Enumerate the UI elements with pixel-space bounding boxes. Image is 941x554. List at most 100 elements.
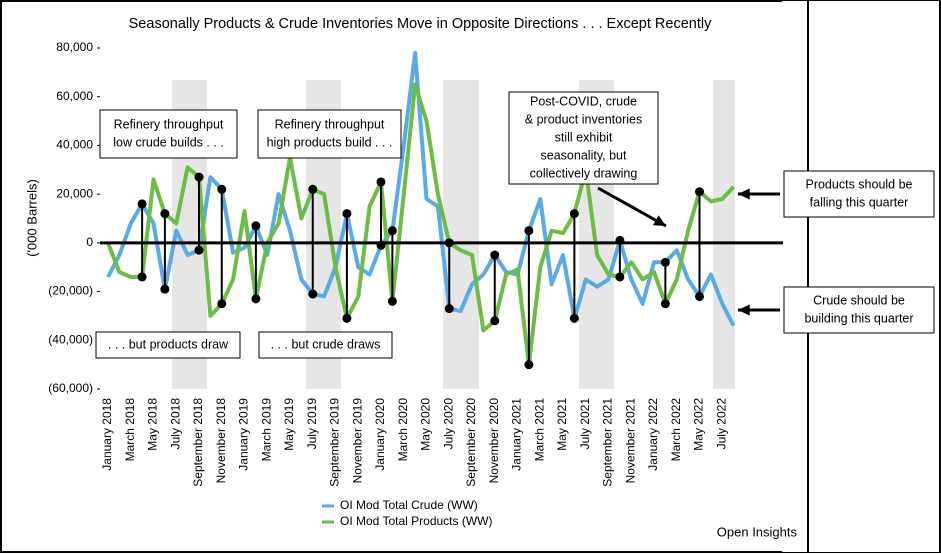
x-tick-label: May 2022 bbox=[692, 398, 706, 451]
x-tick-label: September 2019 bbox=[328, 398, 342, 487]
x-tick-label: September 2020 bbox=[464, 398, 478, 487]
y-tick-label: 80,000 bbox=[56, 40, 93, 54]
point bbox=[137, 272, 147, 282]
point bbox=[695, 291, 704, 301]
annotation-box bbox=[783, 286, 935, 334]
point bbox=[444, 238, 454, 248]
arrow bbox=[597, 186, 667, 228]
annotation-text: Crude should be bbox=[813, 293, 905, 307]
point bbox=[660, 257, 670, 267]
annotation-box bbox=[258, 331, 393, 359]
x-tick-label: July 2021 bbox=[578, 398, 592, 450]
annotation-box bbox=[508, 91, 659, 185]
point bbox=[194, 245, 204, 255]
series-line bbox=[106, 82, 736, 367]
source: Open Insights bbox=[717, 524, 798, 539]
point bbox=[387, 296, 397, 306]
annotation-box bbox=[95, 331, 241, 359]
point bbox=[615, 235, 625, 245]
point bbox=[137, 199, 147, 209]
y-axis-label: ('000 Barrels) bbox=[24, 179, 39, 257]
point bbox=[194, 172, 204, 182]
legend-label: OI Mod Total Crude (WW) bbox=[340, 498, 478, 512]
x-tick-label: May 2021 bbox=[555, 398, 569, 451]
y-tick-label: (40,000) bbox=[48, 332, 93, 346]
point bbox=[342, 313, 352, 323]
point bbox=[160, 209, 170, 219]
annotation-text: & product inventories bbox=[525, 112, 642, 126]
annotation-text: seasonality, but bbox=[541, 148, 627, 162]
point bbox=[615, 272, 625, 282]
annotation-text: low crude builds . . . bbox=[113, 135, 223, 149]
x-tick-label: November 2018 bbox=[214, 398, 228, 484]
x-tick-label: March 2022 bbox=[669, 398, 683, 462]
point bbox=[251, 221, 261, 231]
point bbox=[217, 184, 227, 194]
point bbox=[524, 360, 534, 370]
point bbox=[308, 184, 318, 194]
x-tick-label: March 2019 bbox=[259, 398, 273, 462]
x-tick-label: July 2018 bbox=[168, 398, 182, 450]
x-tick-label: July 2019 bbox=[305, 398, 319, 450]
x-tick-label: September 2018 bbox=[191, 398, 205, 487]
x-tick-label: September 2021 bbox=[601, 398, 615, 487]
annotation-text: building this quarter bbox=[804, 311, 913, 325]
arrow-head bbox=[653, 215, 666, 226]
x-tick-label: November 2020 bbox=[487, 398, 501, 484]
point bbox=[569, 313, 579, 323]
annotation-box bbox=[783, 170, 935, 218]
annotation-text: Post-COVID, crude bbox=[530, 94, 637, 108]
series-line bbox=[106, 50, 736, 327]
x-tick-label: March 2020 bbox=[396, 398, 410, 462]
annotation-text: high products build . . . bbox=[267, 135, 393, 149]
x-tick-label: January 2019 bbox=[237, 398, 251, 471]
point bbox=[524, 226, 534, 236]
point bbox=[490, 316, 500, 326]
y-tick-label: (60,000) bbox=[48, 381, 93, 395]
x-tick-label: January 2018 bbox=[100, 398, 114, 471]
annotation-text: Products should be bbox=[805, 177, 912, 191]
annotation-text: . . . but crude draws bbox=[271, 337, 381, 351]
x-tick-label: November 2019 bbox=[350, 398, 364, 484]
annotation-box bbox=[257, 109, 402, 159]
point bbox=[444, 304, 454, 314]
annotation-text: Refinery throughput bbox=[275, 117, 385, 131]
legend-label: OI Mod Total Products (WW) bbox=[340, 514, 492, 528]
arrow-head bbox=[738, 188, 750, 200]
point bbox=[569, 209, 579, 219]
point bbox=[251, 294, 261, 304]
arrow-head bbox=[738, 304, 750, 316]
annotation-box bbox=[99, 109, 238, 159]
x-tick-label: July 2022 bbox=[714, 398, 728, 450]
x-tick-label: November 2021 bbox=[623, 398, 637, 484]
right-margin bbox=[782, 1, 939, 552]
point bbox=[376, 240, 386, 250]
point bbox=[217, 299, 227, 309]
annotation-text: still exhibit bbox=[555, 130, 613, 144]
x-tick-label: January 2022 bbox=[646, 398, 660, 471]
annotation-text: Refinery throughput bbox=[114, 117, 224, 131]
x-tick-label: January 2021 bbox=[510, 398, 524, 471]
point bbox=[342, 209, 352, 219]
band bbox=[713, 80, 735, 389]
y-tick-label: 40,000 bbox=[56, 138, 93, 152]
y-tick-label: 0 bbox=[86, 235, 93, 249]
y-tick-label: 60,000 bbox=[56, 89, 93, 103]
x-tick-label: July 2020 bbox=[441, 398, 455, 450]
x-tick-label: March 2021 bbox=[532, 398, 546, 462]
point bbox=[160, 284, 170, 294]
y-tick-label: (20,000) bbox=[48, 284, 93, 298]
point bbox=[695, 187, 704, 197]
y-tick-label: 20,000 bbox=[56, 186, 93, 200]
point bbox=[387, 226, 397, 236]
annotation-text: . . . but products draw bbox=[108, 337, 229, 351]
point bbox=[660, 299, 670, 309]
point bbox=[490, 250, 500, 260]
point bbox=[376, 177, 386, 187]
x-tick-label: May 2018 bbox=[146, 398, 160, 451]
x-tick-label: May 2020 bbox=[419, 398, 433, 451]
annotation-text: collectively drawing bbox=[530, 166, 638, 180]
x-tick-label: January 2020 bbox=[373, 398, 387, 471]
point bbox=[308, 289, 318, 299]
